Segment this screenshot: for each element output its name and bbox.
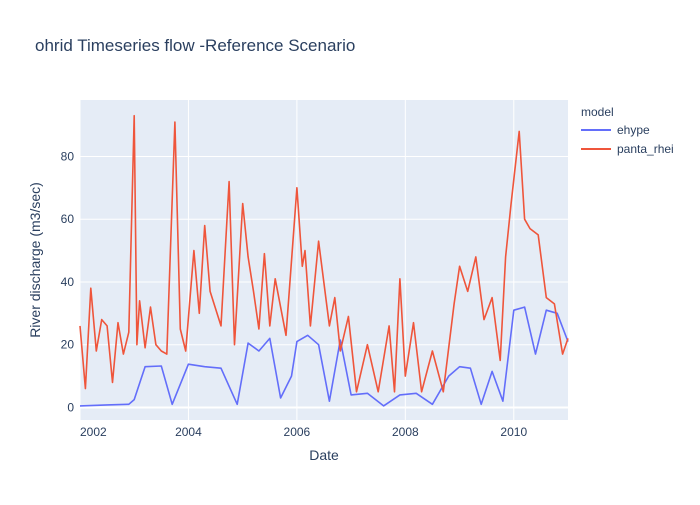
legend: model ehype panta_rhei (581, 105, 674, 156)
series-line-panta-rhei (79, 114, 569, 393)
y-tick-label: 40 (61, 275, 75, 289)
x-tick-label: 2010 (500, 425, 527, 439)
x-tick-label: 2008 (392, 425, 419, 439)
x-tick-label: 2004 (175, 425, 202, 439)
series-lines (79, 114, 569, 407)
y-tick-label: 60 (61, 212, 75, 226)
tick-labels: 0 20 40 60 80 2002 2004 2006 2008 2010 (61, 149, 528, 439)
y-tick-label: 0 (67, 400, 74, 414)
y-axis-label: River discharge (m3/sec) (27, 182, 43, 338)
legend-title: model (581, 105, 614, 119)
chart-title: ohrid Timeseries flow -Reference Scenari… (35, 36, 355, 55)
x-tick-label: 2002 (80, 425, 107, 439)
x-axis-label: Date (309, 447, 339, 463)
y-tick-label: 80 (61, 149, 75, 163)
y-tick-label: 20 (61, 338, 75, 352)
series-line-ehype (79, 306, 569, 407)
legend-label-panta-rhei[interactable]: panta_rhei (617, 142, 674, 156)
legend-label-ehype[interactable]: ehype (617, 123, 650, 137)
x-tick-label: 2006 (284, 425, 311, 439)
